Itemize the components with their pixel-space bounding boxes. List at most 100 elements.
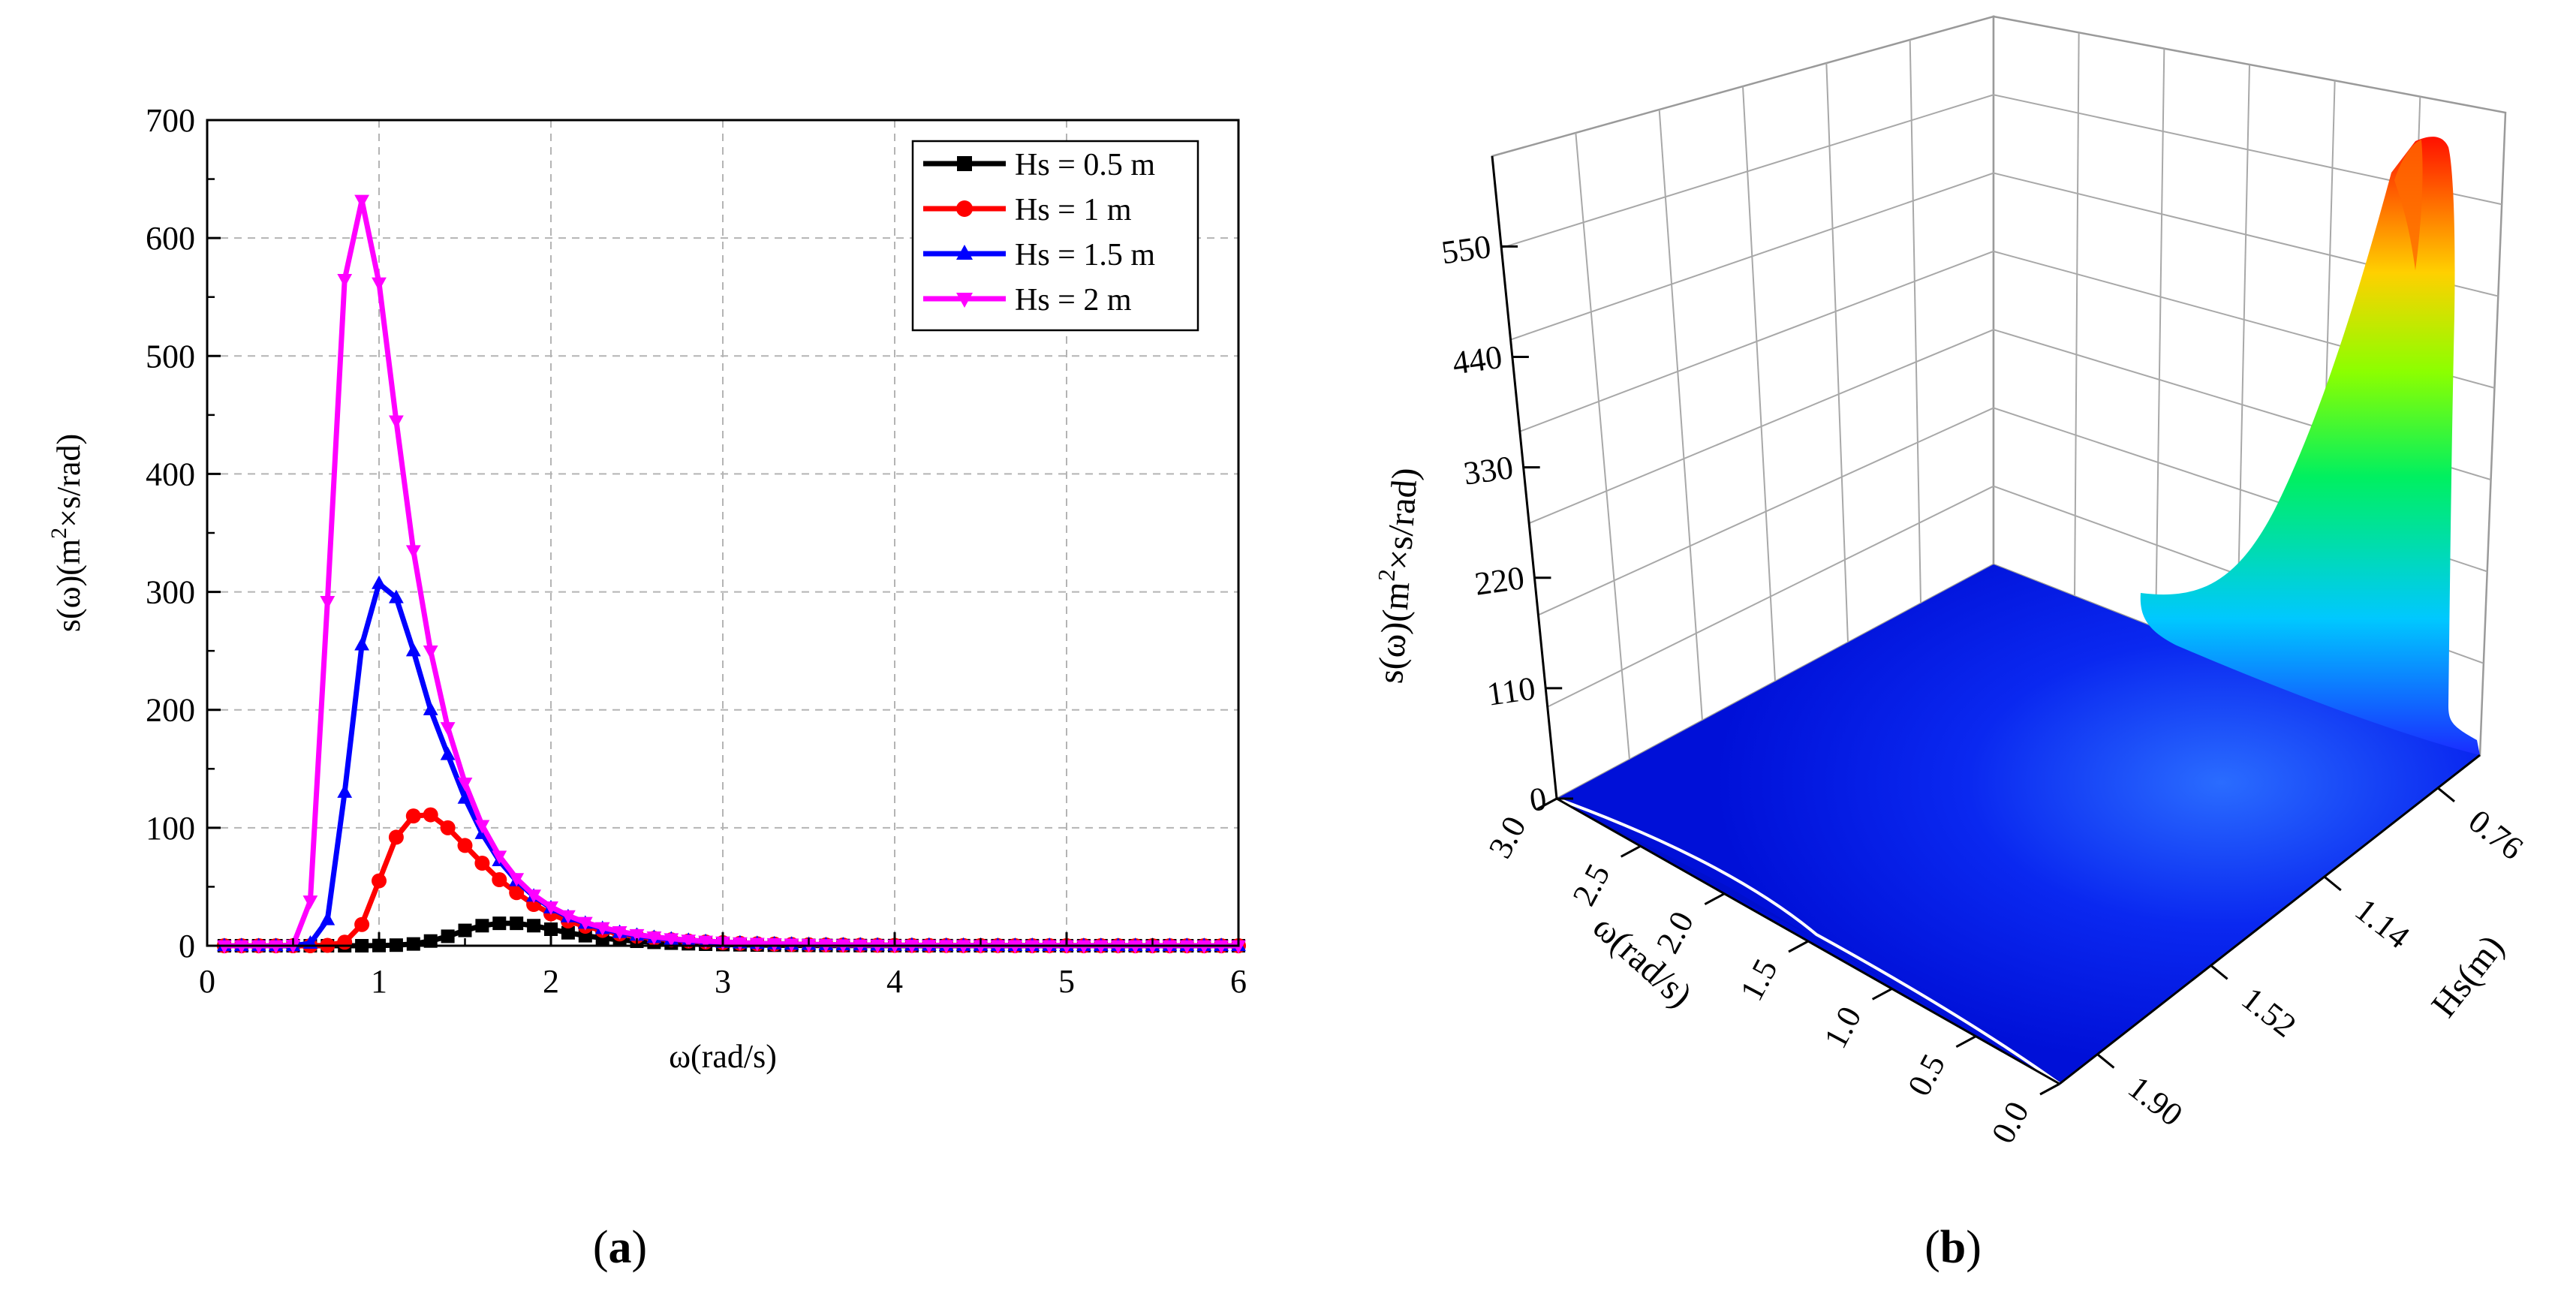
- data-point: [458, 923, 472, 937]
- y-tick-label: 400: [146, 456, 195, 492]
- legend-label: Hs = 0.5 m: [1015, 148, 1155, 182]
- data-point: [681, 934, 697, 949]
- y-tick-label: 0: [179, 928, 195, 964]
- wall-grid-line: [2155, 48, 2165, 628]
- data-point: [441, 929, 455, 943]
- data-point: [372, 277, 387, 291]
- data-point: [423, 934, 438, 948]
- surface-peak: [2140, 137, 2480, 755]
- omega-tick: [1704, 892, 1726, 905]
- data-point: [354, 916, 370, 932]
- data-point: [733, 937, 748, 951]
- z-tick-label: 330: [1461, 449, 1515, 492]
- wall-grid-line: [1742, 86, 1776, 682]
- data-point: [1110, 940, 1126, 954]
- y-tick-label: 500: [146, 338, 195, 375]
- data-point: [405, 642, 421, 657]
- data-point: [233, 940, 249, 954]
- data-point: [423, 701, 438, 715]
- legend-marker: [956, 200, 973, 217]
- data-point: [1127, 940, 1143, 954]
- data-point: [1214, 940, 1229, 954]
- legend-marker: [956, 245, 973, 260]
- legend-marker: [957, 156, 972, 171]
- data-point: [509, 873, 525, 887]
- data-point: [1162, 940, 1178, 954]
- x-tick-label: 0: [199, 963, 215, 1000]
- data-point: [440, 722, 456, 736]
- data-point: [268, 940, 284, 954]
- data-point: [509, 885, 525, 901]
- hs-axis-title: Hs(m): [2424, 928, 2511, 1025]
- data-point: [457, 790, 473, 804]
- data-point: [320, 911, 336, 925]
- data-point: [474, 820, 490, 834]
- data-point: [372, 575, 387, 589]
- hs-tick: [2437, 787, 2455, 802]
- wall-grid-line: [1658, 109, 1703, 721]
- surface-floor: [1557, 564, 2480, 1084]
- y-axis-title-pre: s(ω)(m: [50, 539, 87, 632]
- data-point: [354, 636, 369, 651]
- data-point: [612, 925, 627, 940]
- omega-tick: [2039, 1082, 2060, 1096]
- y-tick-label: 200: [146, 692, 195, 729]
- data-point: [1196, 940, 1212, 954]
- wall-grid-line: [1909, 39, 1921, 604]
- data-point: [1042, 940, 1057, 954]
- wall-grid-line: [2074, 32, 2080, 597]
- data-point: [664, 933, 679, 947]
- data-point: [526, 889, 541, 904]
- data-point: [406, 937, 420, 951]
- z-axis-title-post: ×s/rad): [1379, 466, 1425, 571]
- data-point: [457, 838, 473, 853]
- panel-label-b-letter: b: [1940, 1222, 1966, 1273]
- data-point: [646, 931, 662, 946]
- omega-tick-label: 1.0: [1816, 1001, 1868, 1055]
- omega-tick-label: 1.5: [1733, 953, 1785, 1007]
- x-tick-label: 4: [886, 963, 903, 1000]
- data-point: [492, 850, 507, 865]
- wall-grid-line: [1825, 62, 1849, 643]
- data-point: [475, 919, 489, 933]
- y-axis-title: s(ω)(m2×s/rad): [47, 434, 87, 632]
- data-point: [440, 820, 456, 835]
- y-axis-title-sup: 2: [47, 528, 71, 539]
- z-tick-label: 110: [1485, 670, 1538, 712]
- omega-tick: [1871, 988, 1893, 1001]
- data-point: [440, 746, 456, 760]
- data-point: [1059, 940, 1074, 954]
- data-point: [423, 807, 438, 823]
- data-point: [698, 935, 713, 949]
- data-point: [1076, 940, 1091, 954]
- data-point: [594, 922, 610, 936]
- omega-tick-label: 3.0: [1482, 811, 1533, 865]
- panel-label-a: (a): [593, 1222, 647, 1273]
- x-tick-label: 2: [543, 963, 559, 1000]
- omega-tick-label: 2.5: [1565, 858, 1617, 912]
- panel-b-surface-chart: 0.00.51.01.52.02.53.0 0.761.141.521.90011…: [1371, 15, 2530, 1273]
- y-tick-label: 300: [146, 574, 195, 611]
- wall-grid-line: [1575, 132, 1630, 760]
- data-point: [372, 873, 387, 889]
- data-point: [577, 916, 593, 931]
- hs-axis-line: [2059, 754, 2481, 1085]
- omega-tick: [1955, 1035, 1977, 1048]
- axis-ticks: 0 1 2 3 4 5 6 0 100 200 300 400 500 600 700: [146, 102, 1247, 1000]
- legend-label: Hs = 1 m: [1015, 193, 1132, 227]
- data-point: [492, 872, 507, 887]
- hs-tick: [2210, 964, 2228, 980]
- data-point: [474, 856, 490, 871]
- data-point: [337, 934, 353, 950]
- data-point: [1179, 940, 1195, 954]
- z-axis-title-pre: s(ω)(m: [1371, 580, 1417, 685]
- data-point: [251, 940, 266, 954]
- data-point: [527, 919, 541, 933]
- z-tick-label: 440: [1450, 339, 1504, 382]
- data-point: [457, 777, 473, 791]
- data-point: [1231, 940, 1246, 954]
- omega-tick-label: 0.5: [1900, 1048, 1952, 1102]
- y-tick-label: 600: [146, 220, 195, 257]
- wall-grid-line: [1510, 172, 2499, 341]
